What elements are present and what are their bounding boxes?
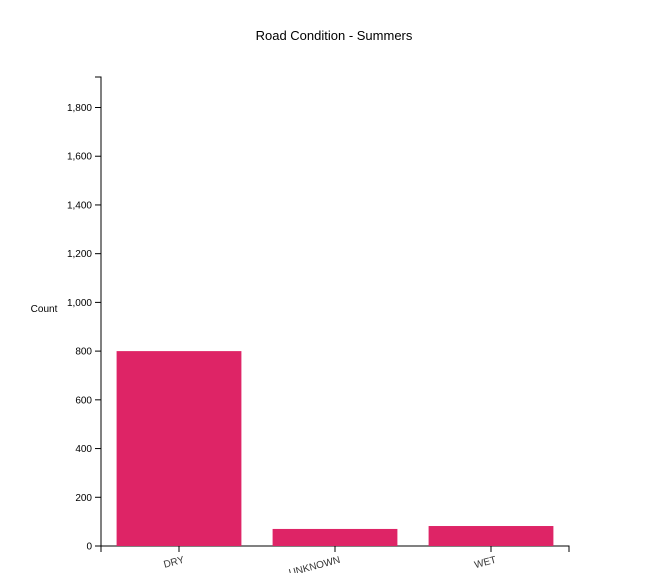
- y-tick-label: 1,000: [67, 298, 92, 309]
- chart-title: Road Condition - Summers: [256, 28, 413, 43]
- y-axis-line: [95, 76, 102, 547]
- y-tick-label: 1,600: [67, 152, 92, 163]
- y-tick-label: 1,200: [67, 249, 92, 260]
- plot-area: 0 200 400 600 800 1,000 1,200 1,400 1,600 1,800 DR…: [67, 76, 570, 573]
- x-tick-label: UNKNOWN: [288, 555, 342, 573]
- y-tick-label: 400: [75, 444, 92, 455]
- bar-dry: [116, 351, 242, 546]
- y-tick-label: 200: [75, 493, 92, 504]
- x-tick-label: DRY: [163, 555, 186, 571]
- y-tick-label: 0: [86, 542, 92, 553]
- y-tick-label: 1,400: [67, 200, 92, 211]
- x-tick-label: WET: [473, 555, 497, 571]
- y-axis-label: Count: [31, 304, 58, 315]
- bar-wet: [428, 526, 554, 546]
- y-tick-label: 1,800: [67, 103, 92, 114]
- y-tick-label: 600: [75, 395, 92, 406]
- y-tick-label: 800: [75, 347, 92, 358]
- bar-unknown: [272, 528, 398, 546]
